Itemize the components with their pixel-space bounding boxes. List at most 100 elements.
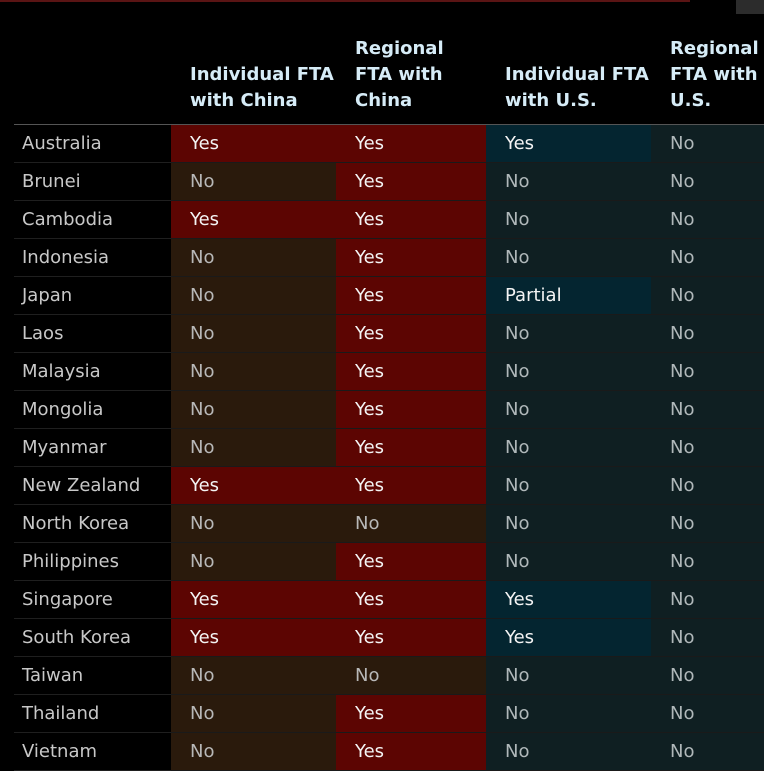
country-cell: Taiwan <box>14 656 171 695</box>
cell-individual-fta-us: No <box>486 390 651 429</box>
cell-regional-fta-china: Yes <box>336 390 486 429</box>
country-cell: Brunei <box>14 162 171 201</box>
header-regional-fta-us: Regional FTA with U.S. <box>651 18 764 125</box>
table-row: Australia Yes Yes Yes No <box>14 124 764 163</box>
cell-regional-fta-china: Yes <box>336 694 486 733</box>
table-row: Taiwan No No No No <box>14 656 764 695</box>
table-row: Thailand No Yes No No <box>14 694 764 733</box>
cell-individual-fta-us: No <box>486 352 651 391</box>
cell-individual-fta-china: No <box>171 732 336 771</box>
country-cell: Laos <box>14 314 171 353</box>
cell-individual-fta-china: Yes <box>171 200 336 239</box>
cell-regional-fta-china: Yes <box>336 466 486 505</box>
cell-individual-fta-us: Partial <box>486 276 651 315</box>
header-country <box>14 18 171 125</box>
cell-individual-fta-us: No <box>486 732 651 771</box>
cell-regional-fta-china: Yes <box>336 200 486 239</box>
table-row: Indonesia No Yes No No <box>14 238 764 277</box>
top-rule <box>0 0 690 2</box>
cell-regional-fta-us: No <box>651 656 764 695</box>
country-cell: Indonesia <box>14 238 171 277</box>
cell-regional-fta-china: Yes <box>336 580 486 619</box>
cell-regional-fta-china: Yes <box>336 238 486 277</box>
cell-regional-fta-us: No <box>651 694 764 733</box>
header-regional-fta-china: Regional FTA with China <box>336 18 486 125</box>
header-individual-fta-us: Individual FTA with U.S. <box>486 18 651 125</box>
cell-individual-fta-china: No <box>171 276 336 315</box>
cell-individual-fta-us: No <box>486 656 651 695</box>
cell-individual-fta-china: No <box>171 390 336 429</box>
cell-individual-fta-china: No <box>171 428 336 467</box>
cell-regional-fta-us: No <box>651 124 764 163</box>
country-cell: Vietnam <box>14 732 171 771</box>
table-row: North Korea No No No No <box>14 504 764 543</box>
cell-individual-fta-us: Yes <box>486 124 651 163</box>
cell-individual-fta-china: Yes <box>171 466 336 505</box>
cell-individual-fta-us: No <box>486 694 651 733</box>
cell-regional-fta-us: No <box>651 542 764 581</box>
cell-regional-fta-china: No <box>336 656 486 695</box>
table-row: New Zealand Yes Yes No No <box>14 466 764 505</box>
table-row: South Korea Yes Yes Yes No <box>14 618 764 657</box>
cell-individual-fta-china: No <box>171 542 336 581</box>
cell-regional-fta-us: No <box>651 504 764 543</box>
cell-individual-fta-us: Yes <box>486 618 651 657</box>
cell-regional-fta-us: No <box>651 466 764 505</box>
cell-individual-fta-china: No <box>171 162 336 201</box>
cell-regional-fta-us: No <box>651 580 764 619</box>
country-cell: New Zealand <box>14 466 171 505</box>
cell-regional-fta-china: Yes <box>336 162 486 201</box>
cell-regional-fta-us: No <box>651 162 764 201</box>
cell-regional-fta-china: No <box>336 504 486 543</box>
cell-individual-fta-china: Yes <box>171 580 336 619</box>
cell-individual-fta-us: No <box>486 162 651 201</box>
cell-individual-fta-china: No <box>171 238 336 277</box>
country-cell: South Korea <box>14 618 171 657</box>
cell-individual-fta-china: No <box>171 656 336 695</box>
country-cell: Myanmar <box>14 428 171 467</box>
header-individual-fta-china: Individual FTA with China <box>171 18 336 125</box>
cell-individual-fta-us: No <box>486 200 651 239</box>
cell-regional-fta-us: No <box>651 314 764 353</box>
table-row: Singapore Yes Yes Yes No <box>14 580 764 619</box>
table-row: Vietnam No Yes No No <box>14 732 764 771</box>
table-row: Laos No Yes No No <box>14 314 764 353</box>
cell-regional-fta-us: No <box>651 238 764 277</box>
country-cell: Singapore <box>14 580 171 619</box>
cell-individual-fta-china: No <box>171 314 336 353</box>
cell-individual-fta-us: No <box>486 466 651 505</box>
cell-regional-fta-us: No <box>651 276 764 315</box>
cell-regional-fta-us: No <box>651 200 764 239</box>
cell-individual-fta-us: No <box>486 314 651 353</box>
cell-individual-fta-china: Yes <box>171 124 336 163</box>
cell-regional-fta-us: No <box>651 352 764 391</box>
country-cell: Mongolia <box>14 390 171 429</box>
cell-regional-fta-us: No <box>651 732 764 771</box>
country-cell: Australia <box>14 124 171 163</box>
cell-regional-fta-us: No <box>651 428 764 467</box>
cell-individual-fta-us: No <box>486 504 651 543</box>
cell-individual-fta-us: No <box>486 238 651 277</box>
cell-individual-fta-china: No <box>171 352 336 391</box>
country-cell: Thailand <box>14 694 171 733</box>
table-row: Mongolia No Yes No No <box>14 390 764 429</box>
fta-table: Individual FTA with China Regional FTA w… <box>14 18 764 771</box>
cell-regional-fta-china: Yes <box>336 314 486 353</box>
country-cell: North Korea <box>14 504 171 543</box>
country-cell: Cambodia <box>14 200 171 239</box>
table-row: Cambodia Yes Yes No No <box>14 200 764 239</box>
cell-regional-fta-us: No <box>651 390 764 429</box>
country-cell: Philippines <box>14 542 171 581</box>
table-row: Japan No Yes Partial No <box>14 276 764 315</box>
cell-individual-fta-china: No <box>171 504 336 543</box>
cell-individual-fta-china: No <box>171 694 336 733</box>
cell-regional-fta-china: Yes <box>336 732 486 771</box>
cell-regional-fta-china: Yes <box>336 542 486 581</box>
cell-individual-fta-us: No <box>486 428 651 467</box>
header-row: Individual FTA with China Regional FTA w… <box>14 18 764 125</box>
country-cell: Malaysia <box>14 352 171 391</box>
cell-regional-fta-china: Yes <box>336 618 486 657</box>
cell-individual-fta-us: No <box>486 542 651 581</box>
scrollbar-thumb[interactable] <box>736 0 764 14</box>
table-row: Myanmar No Yes No No <box>14 428 764 467</box>
